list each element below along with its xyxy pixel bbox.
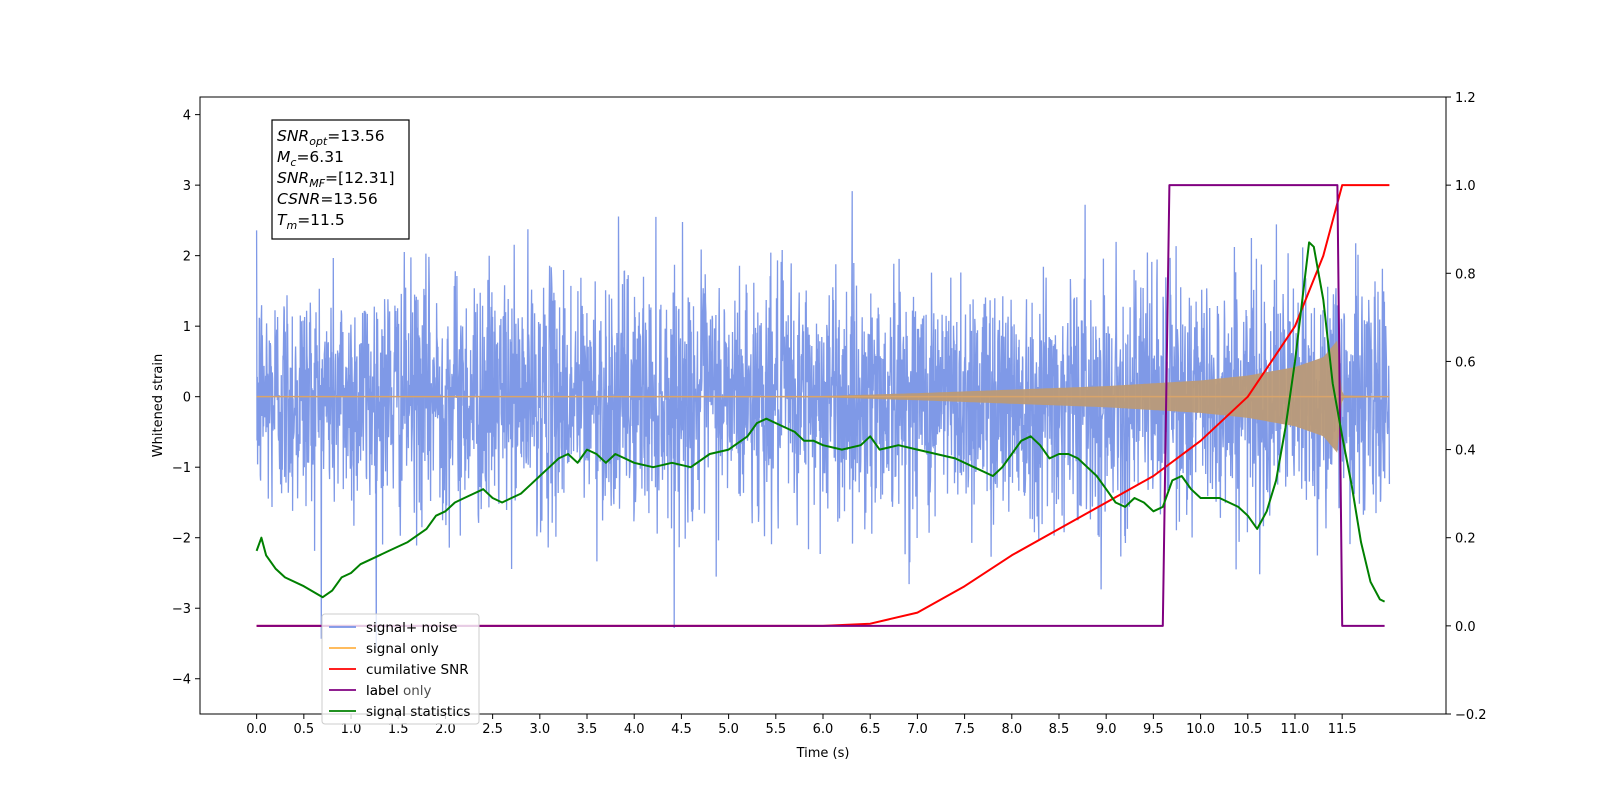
y-right-tick-label: 1.2 xyxy=(1455,91,1476,106)
y-right-tick-label: 0.8 xyxy=(1455,267,1476,282)
y-left-tick-label: 1 xyxy=(183,320,191,335)
legend-entry: signal statistics xyxy=(366,704,470,720)
series-label xyxy=(256,184,1385,627)
x-tick-label: 3.0 xyxy=(529,722,550,737)
x-tick-label: 9.5 xyxy=(1143,722,1164,737)
y-left-tick-label: 0 xyxy=(183,391,191,406)
series-signal-only xyxy=(256,340,1390,453)
y-right-tick-label: 0.4 xyxy=(1455,444,1476,459)
x-tick-label: 6.5 xyxy=(860,722,881,737)
x-tick-label: 1.5 xyxy=(388,722,409,737)
annotation-frame xyxy=(271,119,410,240)
x-tick-label: 4.0 xyxy=(624,722,645,737)
x-tick-label: 0.5 xyxy=(293,722,314,737)
x-tick-label: 1.0 xyxy=(341,722,362,737)
series-signal-noise xyxy=(255,191,1391,649)
axes: 0.0 0.5 1.0 1.5 2.0 2.5 3.0 3.5 4.0 4.5 5.0 5.5 6.0 6… xyxy=(151,91,1487,761)
x-tick-label: 2.0 xyxy=(435,722,456,737)
series-line-signal-statistics xyxy=(255,241,1386,603)
x-tick-label: 9.0 xyxy=(1096,722,1117,737)
x-tick-label: 11.5 xyxy=(1328,722,1357,737)
x-tick-label: 5.0 xyxy=(718,722,739,737)
y-right-tick-label: 0.6 xyxy=(1455,355,1476,370)
x-tick-label: 7.5 xyxy=(954,722,975,737)
annotation-line: Tm=11.5 xyxy=(277,211,345,232)
y-left-tick-label: 3 xyxy=(183,179,191,194)
y-left-tick-label: 2 xyxy=(183,250,191,265)
y-right-tick-label: 0.0 xyxy=(1455,620,1476,635)
legend-frame xyxy=(321,613,480,725)
legend-entry: signal+ noise xyxy=(366,620,457,636)
x-tick-label: 0.0 xyxy=(246,722,267,737)
legend: signal+ noise signal only cumilative SNR la… xyxy=(321,613,480,725)
legend-entry-ghost: label only xyxy=(366,683,432,699)
x-tick-label: 11.0 xyxy=(1280,722,1309,737)
annotation-line: SNRMF=[12.31] xyxy=(277,169,395,190)
x-tick-label: 6.0 xyxy=(813,722,834,737)
x-tick-label: 4.5 xyxy=(671,722,692,737)
series-line-cumilative-snr xyxy=(256,184,1390,627)
x-tick-label: 10.5 xyxy=(1233,722,1262,737)
x-axis-label: Time (s) xyxy=(796,746,850,761)
annotation-line: CSNR=13.56 xyxy=(277,190,378,208)
x-tick-label: 8.0 xyxy=(1001,722,1022,737)
x-tick-label: 2.5 xyxy=(482,722,503,737)
y-right-tick-label: 0.2 xyxy=(1455,532,1476,547)
x-tick-label: 8.5 xyxy=(1049,722,1070,737)
legend-entry: label xyxy=(366,683,399,699)
series-signal-statistics xyxy=(255,241,1386,603)
x-tick-label: 10.0 xyxy=(1186,722,1215,737)
y-right-tick-label: 1.0 xyxy=(1455,179,1476,194)
annotation-box: SNRopt=13.56Mc=6.31SNRMF=[12.31]CSNR=13.… xyxy=(271,119,410,240)
y-left-tick-label: −3 xyxy=(172,602,191,617)
annotation-line: Mc=6.31 xyxy=(277,148,344,169)
y-left-tick-label: −2 xyxy=(172,532,191,547)
y-axis-label: Whitened strain xyxy=(151,354,166,457)
annotation-line: SNRopt=13.56 xyxy=(277,127,385,148)
legend-entry: cumilative SNR xyxy=(366,662,469,678)
x-tick-label: 5.5 xyxy=(765,722,786,737)
y-right-tick-label: −0.2 xyxy=(1455,708,1487,723)
x-tick-label: 7.0 xyxy=(907,722,928,737)
y-left-tick-label: −4 xyxy=(172,673,191,688)
y-left-tick-label: −1 xyxy=(172,461,191,476)
y-left-tick-label: 4 xyxy=(183,109,191,124)
legend-entry: signal only xyxy=(366,641,439,657)
series-line-label xyxy=(256,184,1385,627)
plot-area xyxy=(255,184,1391,649)
x-tick-label: 3.5 xyxy=(577,722,598,737)
